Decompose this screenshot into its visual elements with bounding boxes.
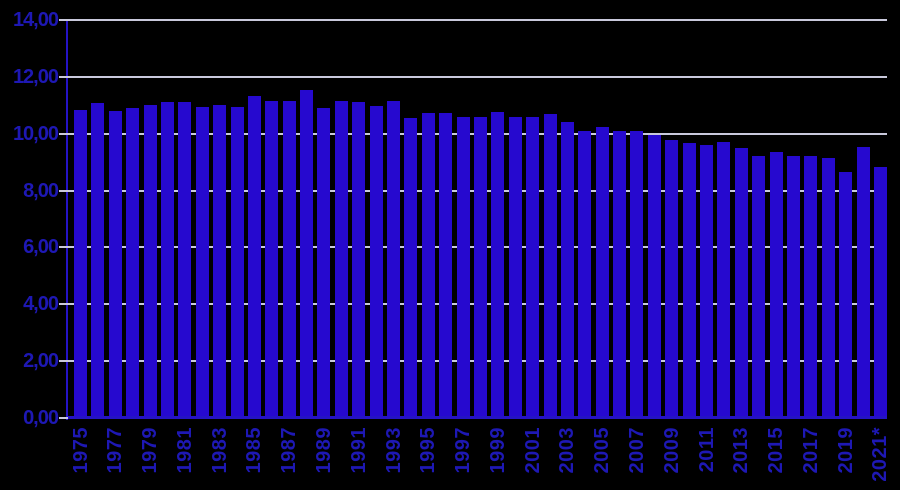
bar-1987 xyxy=(282,100,296,418)
bar-2011 xyxy=(700,145,714,418)
bar-2006 xyxy=(613,131,627,418)
bar-2019 xyxy=(839,171,853,418)
bar-1989 xyxy=(317,107,331,418)
y-tick-8,00 xyxy=(59,189,74,192)
x-axis-label: 2011 xyxy=(695,427,718,473)
y-axis-label: 0,00 xyxy=(23,407,59,429)
bar-1995 xyxy=(421,113,435,418)
bar-1998 xyxy=(473,116,487,418)
bar-2008 xyxy=(647,134,661,418)
bar-2018 xyxy=(821,158,835,418)
bar-2000 xyxy=(508,116,522,418)
bar-1984 xyxy=(230,106,244,418)
bar-1990 xyxy=(334,100,348,418)
bar-1983 xyxy=(213,104,227,418)
gridline-12,00 xyxy=(68,75,887,78)
x-axis-label: 1995 xyxy=(417,427,440,474)
bar-2017 xyxy=(804,156,818,418)
bar-1977 xyxy=(108,111,122,418)
x-axis-label: 2015 xyxy=(765,427,788,474)
bar-1991 xyxy=(352,101,366,418)
bar-2002 xyxy=(543,113,557,418)
bar-2015 xyxy=(769,152,783,418)
bar-1993 xyxy=(387,100,401,418)
x-axis-label: 1993 xyxy=(382,427,405,474)
bar-1996 xyxy=(439,113,453,418)
bar-1980 xyxy=(160,101,174,418)
y-axis-label: 8,00 xyxy=(23,179,59,202)
y-axis-label: 6,00 xyxy=(23,236,59,259)
bar-2020 xyxy=(856,146,870,418)
x-axis-label: 1999 xyxy=(486,427,509,474)
bar-1988 xyxy=(300,89,314,418)
y-axis-label: 4,00 xyxy=(23,293,59,316)
x-axis-label: 1975 xyxy=(69,427,92,474)
bar-2010 xyxy=(682,142,696,418)
bar-1979 xyxy=(143,104,157,418)
x-axis-label: 2003 xyxy=(556,427,579,474)
bar-2004 xyxy=(578,130,592,418)
x-axis-label: 2021* xyxy=(869,427,892,482)
bar-2001 xyxy=(526,116,540,418)
bar-2012 xyxy=(717,142,731,418)
x-axis-label: 1983 xyxy=(208,427,231,474)
y-axis-label: 10,00 xyxy=(12,122,59,145)
y-axis-label: 14,00 xyxy=(12,9,59,31)
bar-1985 xyxy=(247,96,261,418)
x-axis-label: 2001 xyxy=(521,427,544,474)
bar-1982 xyxy=(195,107,209,418)
x-axis-label: 1989 xyxy=(312,427,335,474)
y-axis-label: 2,00 xyxy=(23,350,59,373)
y-tick-4,00 xyxy=(59,303,74,306)
bar-2013 xyxy=(734,148,748,418)
y-tick-10,00 xyxy=(59,132,74,135)
x-axis-label: 1981 xyxy=(173,427,196,474)
x-axis-label: 2017 xyxy=(799,427,822,474)
x-axis-line xyxy=(68,416,887,419)
y-tick-2,00 xyxy=(59,360,74,363)
bar-1986 xyxy=(265,100,279,418)
bar-1976 xyxy=(91,103,105,418)
gridline-14,00 xyxy=(68,19,887,21)
bar-1978 xyxy=(126,107,140,418)
y-tick-14,00 xyxy=(59,19,74,21)
bar-2005 xyxy=(595,127,609,418)
x-axis-label: 1991 xyxy=(347,427,370,474)
bar-2009 xyxy=(665,139,679,418)
y-tick-6,00 xyxy=(59,246,74,249)
plot-area xyxy=(59,19,887,420)
x-axis-label: 1987 xyxy=(278,427,301,474)
bar-1997 xyxy=(456,116,470,418)
x-axis-label: 2005 xyxy=(591,427,614,474)
bar-1981 xyxy=(178,101,192,418)
y-axis-label: 12,00 xyxy=(12,65,59,88)
bar-1992 xyxy=(369,105,383,418)
bar-2021* xyxy=(873,167,887,418)
x-axis-label: 1997 xyxy=(452,427,475,474)
x-axis-label: 2009 xyxy=(660,427,683,474)
x-axis-label: 1979 xyxy=(139,427,162,474)
bar-1999 xyxy=(491,111,505,418)
x-axis-label: 2007 xyxy=(625,427,648,474)
y-axis-line xyxy=(66,20,68,420)
y-tick-12,00 xyxy=(59,75,74,78)
bar-2007 xyxy=(630,130,644,418)
bar-2003 xyxy=(560,121,574,418)
bar-1994 xyxy=(404,118,418,418)
y-tick-0,00 xyxy=(59,417,74,419)
bar-2014 xyxy=(752,155,766,418)
bar-2016 xyxy=(786,155,800,418)
x-axis-label: 2013 xyxy=(730,427,753,474)
x-axis-label: 1985 xyxy=(243,427,266,474)
bar-1975 xyxy=(74,110,87,418)
x-axis-label: 1977 xyxy=(104,427,127,474)
x-axis-label: 2019 xyxy=(834,427,857,474)
